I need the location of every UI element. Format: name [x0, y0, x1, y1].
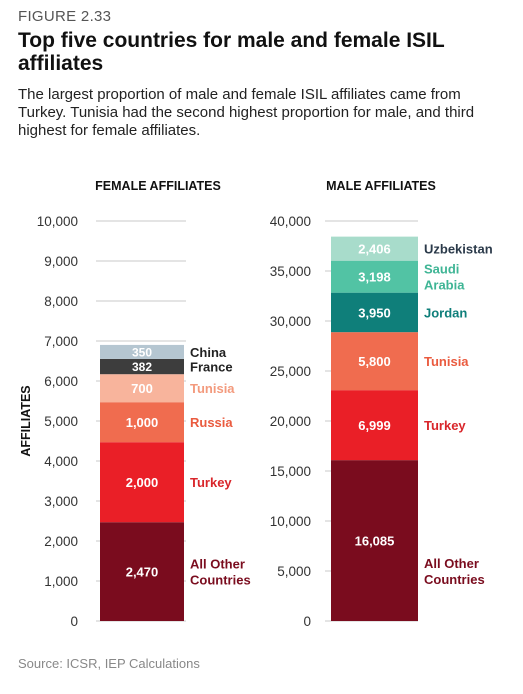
female-category-label-all-other-countries: All Other Countries	[190, 557, 251, 588]
male-bar-segment-jordan	[331, 292, 418, 333]
male-category-label-jordan: Jordan	[424, 305, 467, 320]
male-data-label: 3,950	[358, 305, 391, 320]
male-data-label: 3,198	[358, 270, 391, 285]
female-bar-segment-tunisia	[100, 374, 184, 403]
male-y-tick-label: 40,000	[270, 214, 311, 229]
female-data-label: 1,000	[126, 415, 159, 430]
male-bar-segment-saudi-arabia	[331, 260, 418, 293]
male-bar-segment-tunisia	[331, 332, 418, 391]
female-category-label-france: France	[190, 360, 233, 375]
female-bar-segment-france	[100, 358, 184, 375]
female-y-tick-label: 7,000	[44, 334, 78, 349]
female-y-tick-label: 2,000	[44, 534, 78, 549]
male-data-label: 2,406	[358, 242, 391, 257]
male-category-label-all-other-countries: All Other Countries	[424, 556, 485, 587]
female-bar-segment-turkey	[100, 442, 184, 523]
female-data-label: 382	[132, 360, 152, 374]
female-data-label: 2,470	[126, 565, 159, 580]
female-data-label: 700	[131, 381, 153, 396]
female-y-tick-label: 1,000	[44, 574, 78, 589]
female-y-tick-label: 6,000	[44, 374, 78, 389]
female-y-tick-label: 5,000	[44, 414, 78, 429]
female-y-tick-label: 10,000	[37, 214, 78, 229]
female-category-label-china: China	[190, 345, 227, 360]
male-bar-segment-turkey	[331, 390, 418, 461]
male-category-label-tunisia: Tunisia	[424, 354, 469, 369]
male-y-tick-label: 20,000	[270, 414, 311, 429]
female-y-tick-label: 8,000	[44, 294, 78, 309]
male-category-label-turkey: Turkey	[424, 418, 466, 433]
chart-title: Top five countries for male and female I…	[18, 29, 445, 75]
male-y-tick-label: 0	[303, 614, 311, 629]
source-note: Source: ICSR, IEP Calculations	[18, 656, 200, 671]
chart-subtitle: The largest proportion of male and femal…	[18, 86, 475, 139]
female-category-label-turkey: Turkey	[190, 475, 232, 490]
female-bar-segment-all-other-countries	[100, 522, 184, 621]
female-category-label-russia: Russia	[190, 415, 233, 430]
female-panel-title: FEMALE AFFILIATES	[95, 179, 221, 193]
male-y-tick-label: 30,000	[270, 314, 311, 329]
male-data-label: 5,800	[358, 354, 391, 369]
female-data-label: 2,000	[126, 475, 159, 490]
male-y-tick-label: 15,000	[270, 464, 311, 479]
female-bar-segment-russia	[100, 402, 184, 443]
male-y-tick-label: 35,000	[270, 264, 311, 279]
male-panel-title: MALE AFFILIATES	[326, 179, 436, 193]
male-data-label: 16,085	[355, 534, 395, 549]
male-category-label-uzbekistan: Uzbekistan	[424, 242, 493, 257]
male-bar-segment-uzbekistan	[331, 236, 418, 261]
female-category-label-tunisia: Tunisia	[190, 381, 235, 396]
male-data-label: 6,999	[358, 418, 391, 433]
figure-label: FIGURE 2.33	[18, 8, 112, 25]
y-axis-label: AFFILIATES	[19, 385, 33, 456]
female-bar-segment-china	[100, 344, 184, 359]
male-y-tick-label: 5,000	[277, 564, 311, 579]
male-bar-segment-all-other-countries	[331, 460, 418, 621]
female-data-label: 350	[132, 345, 152, 359]
male-y-tick-label: 25,000	[270, 364, 311, 379]
female-y-tick-label: 4,000	[44, 454, 78, 469]
female-y-tick-label: 0	[70, 614, 78, 629]
male-y-tick-label: 10,000	[270, 514, 311, 529]
male-category-label-saudi-arabia: Saudi Arabia	[424, 262, 465, 293]
female-y-tick-label: 3,000	[44, 494, 78, 509]
female-y-tick-label: 9,000	[44, 254, 78, 269]
